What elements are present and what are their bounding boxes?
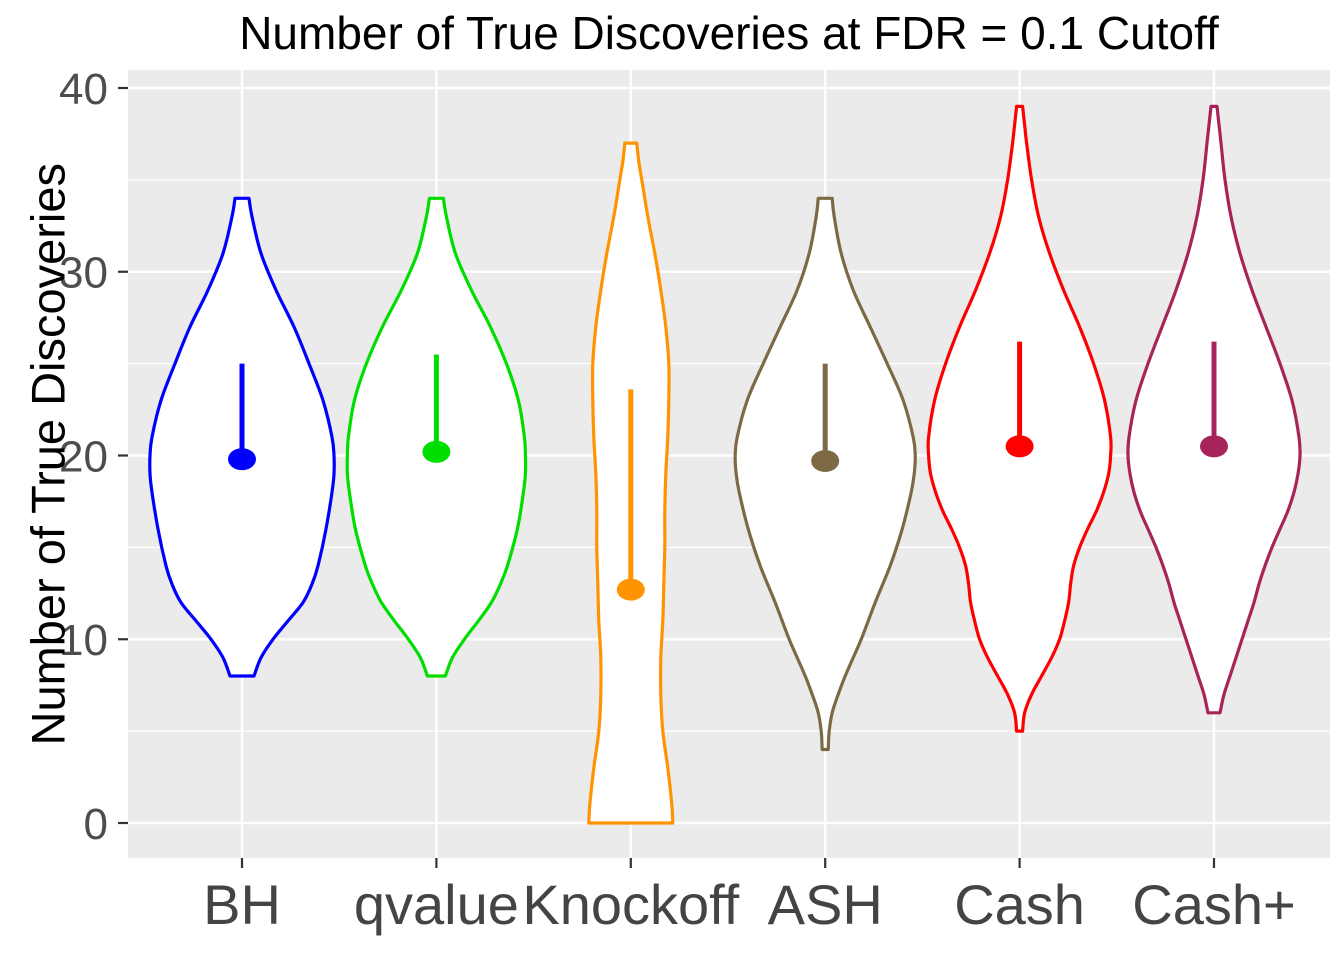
y-tick-label: 0 xyxy=(84,800,108,849)
y-tick-label: 30 xyxy=(59,249,108,298)
violin-ash xyxy=(733,196,917,752)
x-category-label: Cash xyxy=(954,873,1085,936)
pointrange-dot-cashplus xyxy=(1200,435,1228,458)
pointrange-dot-knockoff xyxy=(616,578,645,601)
y-tick-label: 20 xyxy=(59,432,108,481)
x-category-label: ASH xyxy=(768,873,883,936)
pointrange-dot-bh xyxy=(228,448,256,471)
y-tick-label: 10 xyxy=(59,616,108,665)
y-axis-title: Number of True Discoveries xyxy=(21,163,75,746)
x-category-label: qvalue xyxy=(354,873,519,936)
x-category-label: Cash+ xyxy=(1132,873,1295,936)
y-tick-label: 40 xyxy=(59,65,108,114)
x-category-label: BH xyxy=(203,873,281,936)
chart-title: Number of True Discoveries at FDR = 0.1 … xyxy=(239,7,1219,59)
pointrange-dot-ash xyxy=(811,450,840,473)
pointrange-dot-cash xyxy=(1005,435,1034,458)
pointrange-dot-qvalue xyxy=(422,440,451,463)
x-category-label: Knockoff xyxy=(522,873,739,936)
